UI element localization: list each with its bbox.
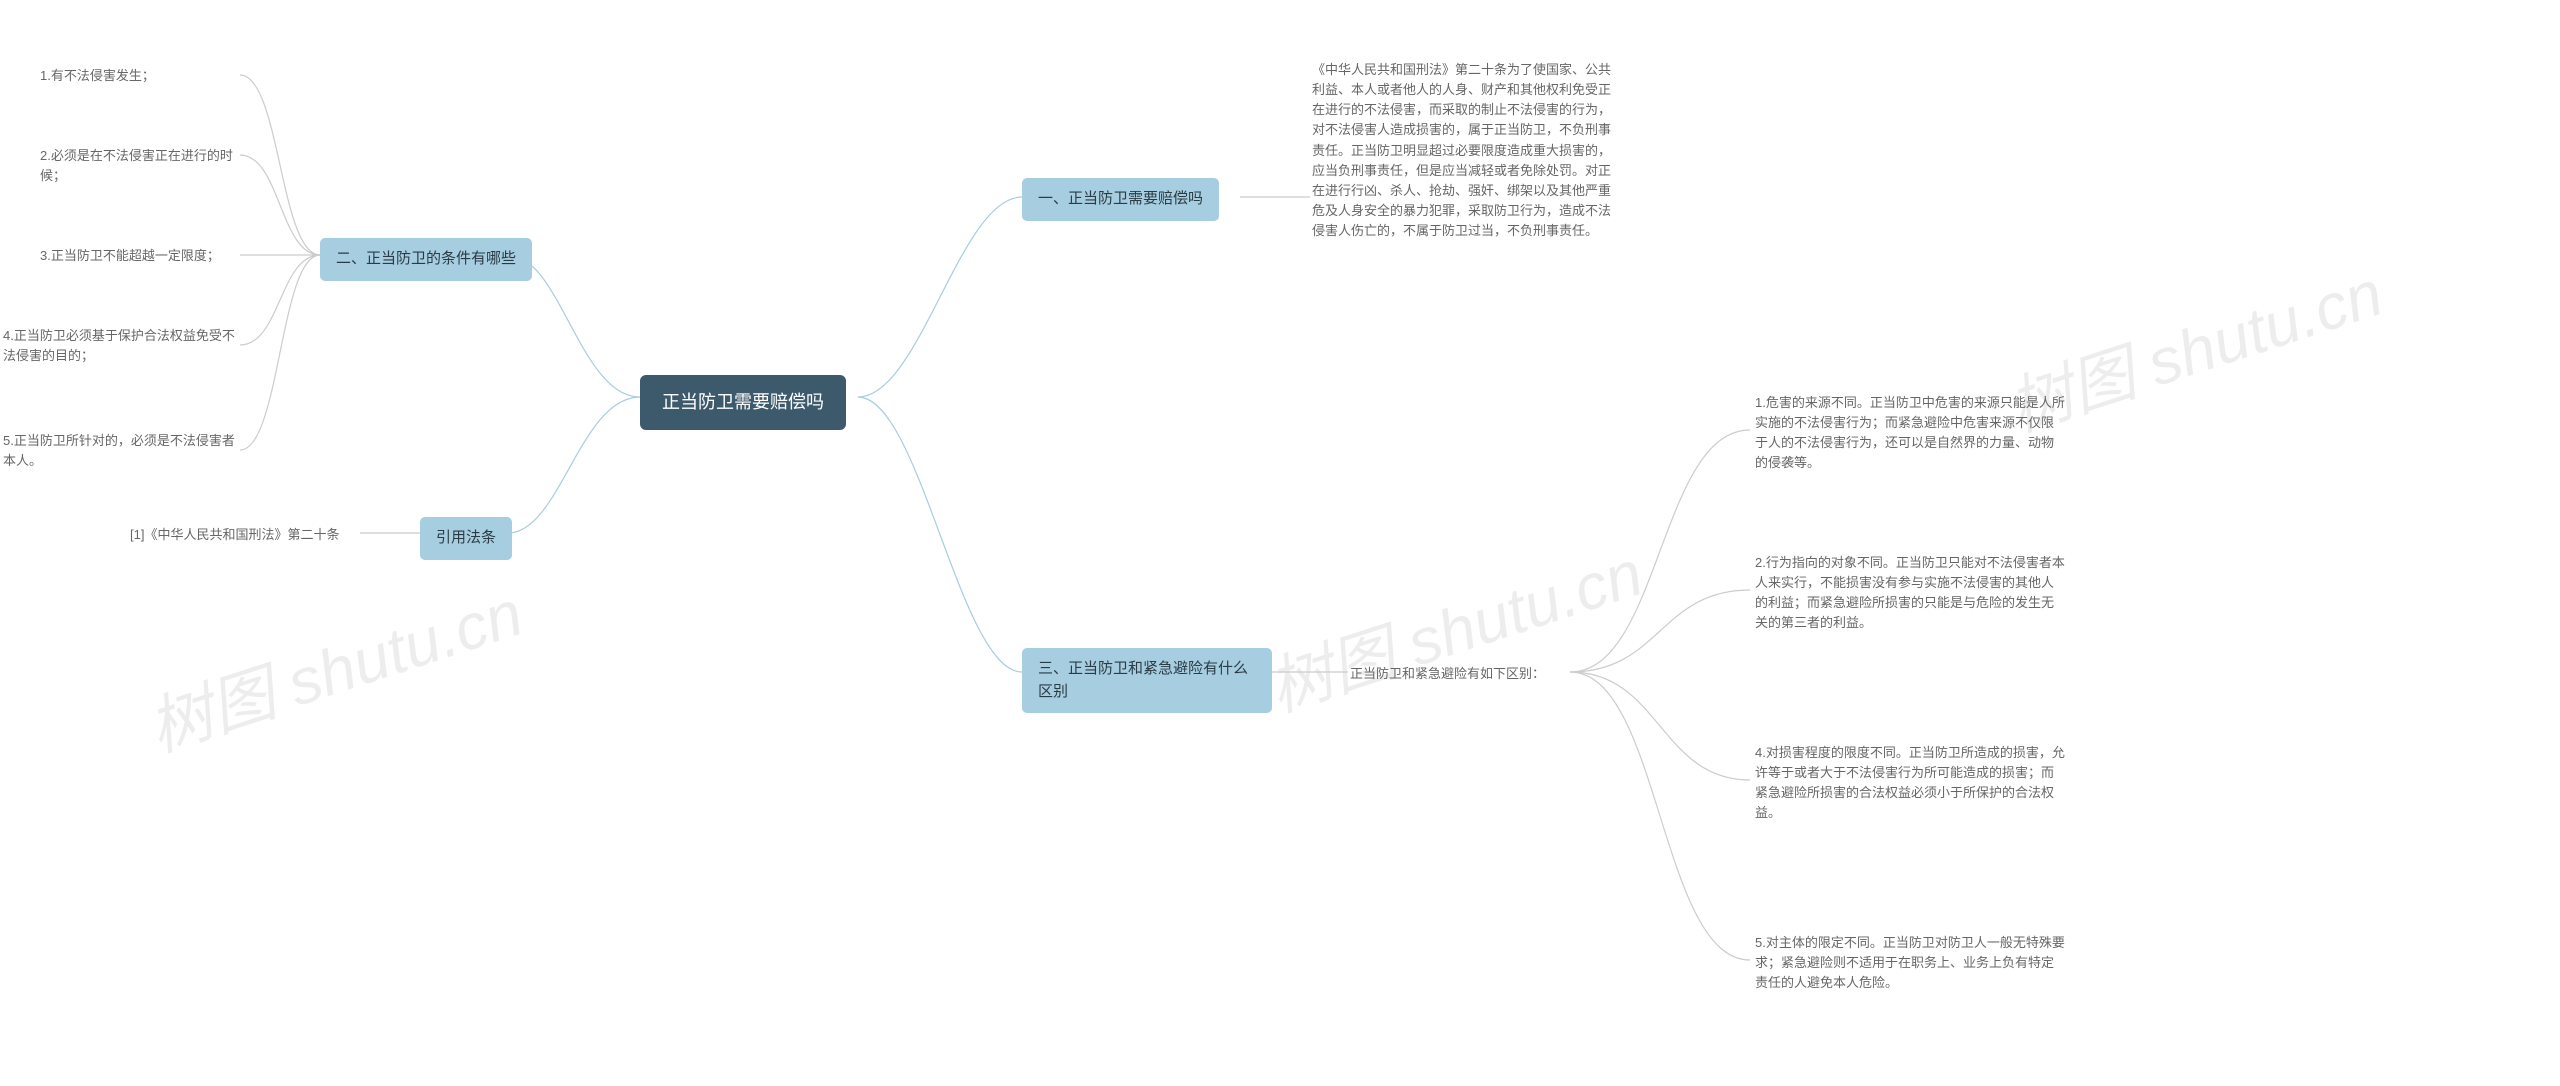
root-label: 正当防卫需要赔偿吗 — [662, 389, 824, 416]
branch-label: 引用法条 — [436, 527, 496, 550]
connector-lines — [0, 0, 2560, 1086]
leaf-section1-body: 《中华人民共和国刑法》第二十条为了使国家、公共利益、本人或者他人的人身、财产和其… — [1312, 60, 1622, 241]
mindmap-canvas: 树图 shutu.cn 树图 shutu.cn 树图 shutu.cn 正当防卫… — [0, 0, 2560, 1086]
branch-label: 一、正当防卫需要赔偿吗 — [1038, 188, 1203, 211]
leaf-diff-1: 1.危害的来源不同。正当防卫中危害的来源只能是人所实施的不法侵害行为；而紧急避险… — [1755, 393, 2065, 474]
branch-section-2[interactable]: 二、正当防卫的条件有哪些 — [320, 238, 532, 281]
branch-section-1[interactable]: 一、正当防卫需要赔偿吗 — [1022, 178, 1219, 221]
watermark: 树图 shutu.cn — [135, 562, 532, 769]
root-node[interactable]: 正当防卫需要赔偿吗 — [640, 375, 846, 430]
leaf-cond-5: 5.正当防卫所针对的，必须是不法侵害者本人。 — [3, 431, 243, 471]
leaf-cond-2: 2.必须是在不法侵害正在进行的时候； — [40, 146, 240, 186]
leaf-citation-1: [1]《中华人民共和国刑法》第二十条 — [130, 525, 360, 545]
branch-label: 二、正当防卫的条件有哪些 — [336, 248, 516, 271]
branch-section-3[interactable]: 三、正当防卫和紧急避险有什么区别 — [1022, 648, 1272, 713]
watermark: 树图 shutu.cn — [1255, 522, 1652, 729]
leaf-diff-4: 4.对损害程度的限度不同。正当防卫所造成的损害，允许等于或者大于不法侵害行为所可… — [1755, 743, 2065, 824]
leaf-diff-5: 5.对主体的限定不同。正当防卫对防卫人一般无特殊要求；紧急避险则不适用于在职务上… — [1755, 933, 2065, 993]
leaf-cond-1: 1.有不法侵害发生； — [40, 66, 240, 86]
leaf-cond-4: 4.正当防卫必须基于保护合法权益免受不法侵害的目的； — [3, 326, 243, 366]
branch-label: 三、正当防卫和紧急避险有什么区别 — [1038, 658, 1256, 703]
branch-citation[interactable]: 引用法条 — [420, 517, 512, 560]
leaf-diff-2: 2.行为指向的对象不同。正当防卫只能对不法侵害者本人来实行，不能损害没有参与实施… — [1755, 553, 2065, 634]
leaf-cond-3: 3.正当防卫不能超越一定限度； — [40, 246, 240, 266]
leaf-section3-subheader: 正当防卫和紧急避险有如下区别： — [1350, 664, 1545, 684]
